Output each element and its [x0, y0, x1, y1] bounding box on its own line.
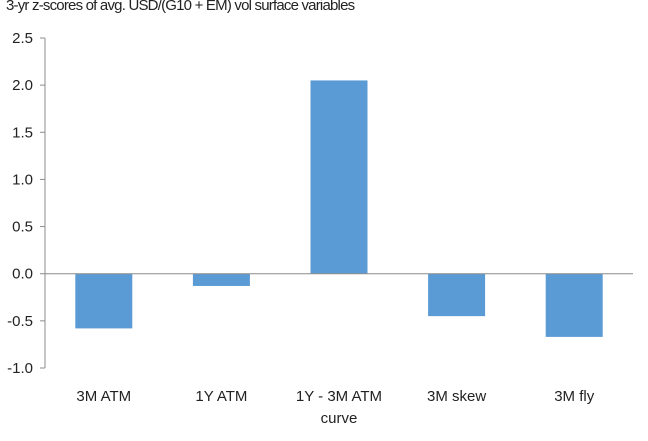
bar — [428, 273, 486, 317]
bar — [310, 80, 368, 274]
x-axis: 3M ATM 1Y ATM 1Y - 3M ATM curve 3M skew 3M fl… — [45, 273, 633, 427]
y-tick-label: 2.5 — [12, 30, 33, 47]
y-tick-label: -1.0 — [7, 360, 33, 377]
x-tick-label: 3M skew — [427, 388, 486, 405]
bar — [75, 273, 133, 329]
y-tick-label: 1.0 — [12, 171, 33, 188]
y-tick-label: -0.5 — [7, 313, 33, 330]
bars — [75, 80, 603, 337]
y-axis: 2.5 2.0 1.5 1.0 0.5 0.0 -0.5 -1.0 — [7, 30, 46, 377]
chart-title: 3-yr z-scores of avg. USD/(G10 + EM) vol… — [6, 0, 355, 14]
x-tick-label: 3M ATM — [76, 388, 131, 405]
x-tick-label: 3M fly — [554, 388, 595, 405]
bar — [192, 273, 250, 286]
x-tick-label: 1Y ATM — [195, 388, 247, 405]
y-tick-label: 0.0 — [12, 266, 33, 283]
y-tick-label: 0.5 — [12, 219, 33, 236]
x-tick-label: 1Y - 3M ATM — [296, 388, 382, 405]
x-tick-label: curve — [321, 410, 358, 427]
y-tick-label: 2.0 — [12, 77, 33, 94]
bar — [545, 273, 603, 337]
y-tick-label: 1.5 — [12, 124, 33, 141]
